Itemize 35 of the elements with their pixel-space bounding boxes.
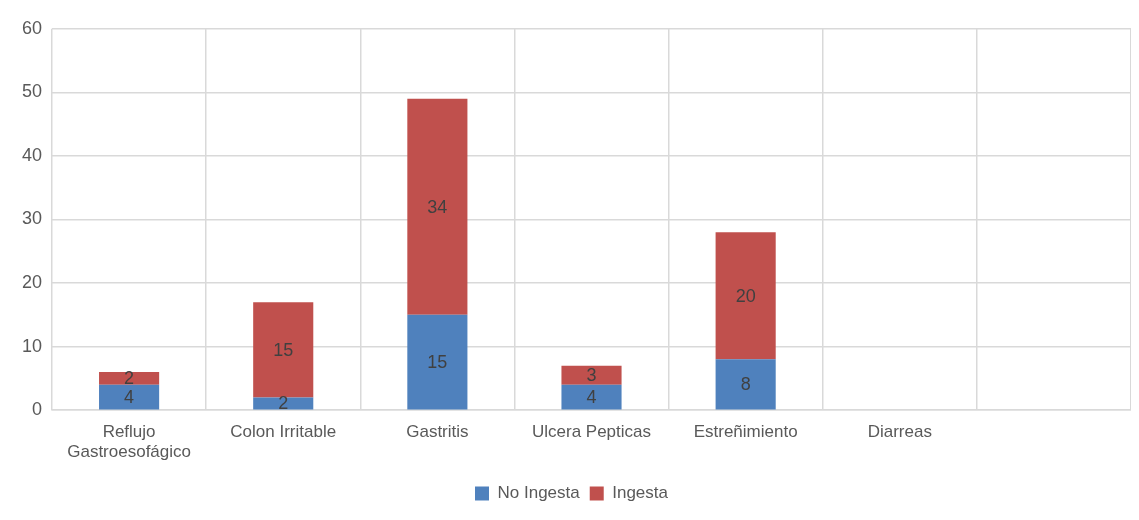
data-label: 4: [124, 387, 135, 408]
data-label: 15: [273, 339, 294, 360]
y-tick-label: 40: [21, 144, 43, 165]
bar: [253, 397, 314, 410]
bar: [715, 232, 776, 360]
y-tick-label: 0: [32, 399, 43, 420]
bar: [253, 302, 314, 398]
data-label: 8: [740, 374, 751, 395]
bar: [715, 359, 776, 410]
x-tick-label: Diarreas: [867, 422, 932, 442]
x-tick-label: Gastritis: [406, 422, 469, 442]
data-label: 2: [124, 368, 135, 389]
bar: [99, 372, 160, 385]
data-label: 3: [586, 365, 597, 386]
bar: [407, 98, 468, 315]
data-label: 34: [427, 196, 448, 217]
bar: [99, 384, 160, 410]
data-label: 15: [427, 352, 448, 373]
bar: [407, 314, 468, 410]
x-tick-label: Ulcera Pepticas: [531, 422, 652, 442]
y-tick-label: 30: [21, 208, 43, 229]
y-tick-label: 10: [21, 335, 43, 356]
bar: [561, 384, 622, 410]
x-tick-label: Estreñimiento: [693, 422, 798, 442]
legend-label: Ingesta: [612, 483, 669, 503]
legend-label: No Ingesta: [497, 483, 581, 503]
y-tick-label: 20: [21, 272, 43, 293]
bar: [561, 365, 622, 385]
y-tick-label: 60: [21, 17, 43, 38]
data-label: 20: [735, 285, 756, 306]
data-label: 4: [586, 387, 597, 408]
y-tick-label: 50: [21, 81, 43, 102]
data-label: 2: [278, 393, 289, 414]
x-tick-label: Colon Irritable: [230, 422, 337, 442]
x-tick-label: Reflujo Gastroesofágico: [67, 422, 191, 462]
